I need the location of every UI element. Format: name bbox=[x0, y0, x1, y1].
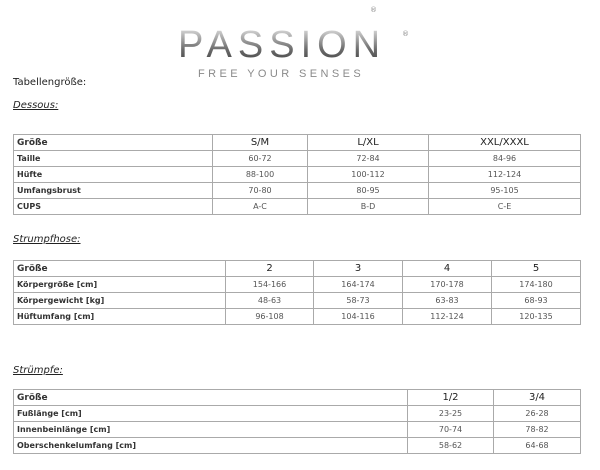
size-column-header: 2 bbox=[225, 260, 314, 277]
header-label: Größe bbox=[13, 134, 213, 151]
table-header-row: Größe 2 3 4 5 bbox=[13, 260, 581, 277]
measurement-cell: 174-180 bbox=[491, 276, 581, 293]
row-label: Hüftumfang [cm] bbox=[13, 308, 226, 325]
size-column-header: 4 bbox=[402, 260, 492, 277]
row-label: Körpergröße [cm] bbox=[13, 276, 226, 293]
section-title-struempfe: Strümpfe: bbox=[13, 365, 63, 376]
size-column-header: L/XL bbox=[307, 134, 429, 151]
row-label: Taille bbox=[13, 150, 213, 167]
table-row: Oberschenkelumfang [cm] 58-62 64-68 bbox=[13, 437, 581, 454]
strumpfhose-size-table: Größe 2 3 4 5 Körpergröße [cm] 154-166 164-174 1… bbox=[13, 260, 581, 325]
header-label: Größe bbox=[13, 389, 408, 406]
measurement-cell: 70-74 bbox=[407, 421, 494, 438]
measurement-cell: 100-112 bbox=[307, 166, 429, 183]
row-label: CUPS bbox=[13, 198, 213, 215]
table-row: Fußlänge [cm] 23-25 26-28 bbox=[13, 405, 581, 422]
size-column-header: 3/4 bbox=[493, 389, 581, 406]
measurement-cell: 96-108 bbox=[225, 308, 314, 325]
table-header-row: Größe S/M L/XL XXL/XXXL bbox=[13, 134, 581, 151]
dessous-size-table: Größe S/M L/XL XXL/XXXL Taille 60-72 72-84 84-9… bbox=[13, 134, 581, 215]
registered-mark: ® bbox=[402, 30, 409, 38]
page-heading: Tabellengröße: bbox=[13, 77, 87, 88]
table-row: Hüfte 88-100 100-112 112-124 bbox=[13, 166, 581, 183]
table-row: Hüftumfang [cm] 96-108 104-116 112-124 120-1… bbox=[13, 308, 581, 325]
logo-wordmark: PASSION bbox=[178, 24, 387, 66]
row-label: Innenbeinlänge [cm] bbox=[13, 421, 408, 438]
measurement-cell: 78-82 bbox=[493, 421, 581, 438]
measurement-cell: 88-100 bbox=[212, 166, 308, 183]
measurement-cell: 84-96 bbox=[428, 150, 581, 167]
measurement-cell: 60-72 bbox=[212, 150, 308, 167]
logo-tagline: FREE YOUR SENSES bbox=[198, 68, 365, 80]
table-row: Körpergewicht [kg] 48-63 58-73 63-83 68-93 bbox=[13, 292, 581, 309]
measurement-cell: 70-80 bbox=[212, 182, 308, 199]
table-row: Taille 60-72 72-84 84-96 bbox=[13, 150, 581, 167]
measurement-cell: 58-73 bbox=[313, 292, 403, 309]
measurement-cell: 58-62 bbox=[407, 437, 494, 454]
struempfe-size-table: Größe 1/2 3/4 Fußlänge [cm] 23-25 26-28 Innenb… bbox=[13, 389, 581, 454]
measurement-cell: 112-124 bbox=[428, 166, 581, 183]
measurement-cell: 48-63 bbox=[225, 292, 314, 309]
table-header-row: Größe 1/2 3/4 bbox=[13, 389, 581, 406]
registered-mark: ® bbox=[370, 6, 377, 14]
section-title-strumpfhose: Strumpfhose: bbox=[13, 234, 81, 245]
table-row: Innenbeinlänge [cm] 70-74 78-82 bbox=[13, 421, 581, 438]
measurement-cell: B-D bbox=[307, 198, 429, 215]
size-column-header: 3 bbox=[313, 260, 403, 277]
row-label: Umfangsbrust bbox=[13, 182, 213, 199]
measurement-cell: 26-28 bbox=[493, 405, 581, 422]
measurement-cell: 63-83 bbox=[402, 292, 492, 309]
section-title-dessous: Dessous: bbox=[13, 100, 59, 111]
table-row: Körpergröße [cm] 154-166 164-174 170-178 174… bbox=[13, 276, 581, 293]
size-column-header: 1/2 bbox=[407, 389, 494, 406]
measurement-cell: C-E bbox=[428, 198, 581, 215]
measurement-cell: 112-124 bbox=[402, 308, 492, 325]
measurement-cell: 104-116 bbox=[313, 308, 403, 325]
measurement-cell: 64-68 bbox=[493, 437, 581, 454]
measurement-cell: 68-93 bbox=[491, 292, 581, 309]
size-column-header: XXL/XXXL bbox=[428, 134, 581, 151]
measurement-cell: 95-105 bbox=[428, 182, 581, 199]
measurement-cell: A-C bbox=[212, 198, 308, 215]
measurement-cell: 23-25 bbox=[407, 405, 494, 422]
size-column-header: 5 bbox=[491, 260, 581, 277]
measurement-cell: 154-166 bbox=[225, 276, 314, 293]
row-label: Körpergewicht [kg] bbox=[13, 292, 226, 309]
measurement-cell: 72-84 bbox=[307, 150, 429, 167]
measurement-cell: 80-95 bbox=[307, 182, 429, 199]
row-label: Oberschenkelumfang [cm] bbox=[13, 437, 408, 454]
measurement-cell: 120-135 bbox=[491, 308, 581, 325]
header-label: Größe bbox=[13, 260, 226, 277]
size-column-header: S/M bbox=[212, 134, 308, 151]
table-row: Umfangsbrust 70-80 80-95 95-105 bbox=[13, 182, 581, 199]
measurement-cell: 170-178 bbox=[402, 276, 492, 293]
passion-logo: PASSION ® ® FREE YOUR SENSES bbox=[160, 4, 420, 80]
measurement-cell: 164-174 bbox=[313, 276, 403, 293]
row-label: Fußlänge [cm] bbox=[13, 405, 408, 422]
row-label: Hüfte bbox=[13, 166, 213, 183]
table-row: CUPS A-C B-D C-E bbox=[13, 198, 581, 215]
